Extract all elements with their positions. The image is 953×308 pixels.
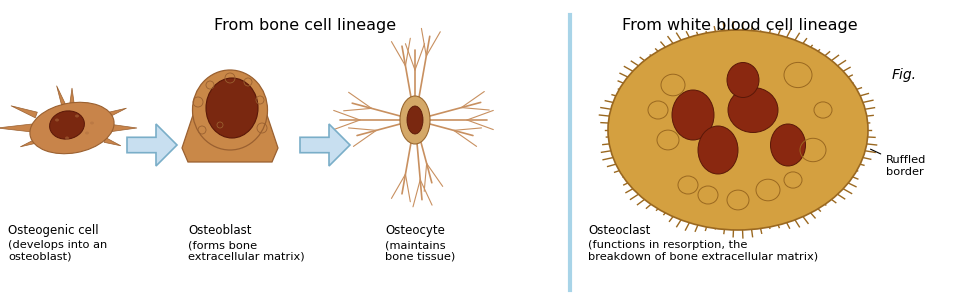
Ellipse shape: [75, 115, 79, 117]
Text: (maintains
bone tissue): (maintains bone tissue): [385, 240, 455, 261]
Polygon shape: [112, 124, 137, 132]
Ellipse shape: [698, 126, 738, 174]
Polygon shape: [0, 124, 32, 132]
Ellipse shape: [65, 136, 69, 140]
Polygon shape: [107, 108, 127, 117]
Ellipse shape: [727, 87, 778, 132]
Ellipse shape: [607, 30, 867, 230]
Text: Ruffled
border: Ruffled border: [869, 149, 925, 176]
Polygon shape: [56, 86, 65, 105]
Ellipse shape: [726, 63, 759, 98]
Text: Osteoblast: Osteoblast: [188, 224, 252, 237]
Ellipse shape: [671, 90, 713, 140]
Ellipse shape: [30, 102, 114, 154]
Ellipse shape: [206, 78, 257, 138]
Polygon shape: [20, 138, 40, 147]
Ellipse shape: [399, 96, 430, 144]
Text: From white blood cell lineage: From white blood cell lineage: [621, 18, 857, 33]
Ellipse shape: [407, 106, 422, 134]
Ellipse shape: [55, 119, 59, 121]
Ellipse shape: [90, 121, 94, 124]
Text: From bone cell lineage: From bone cell lineage: [213, 18, 395, 33]
Polygon shape: [127, 124, 177, 166]
Text: Osteoclast: Osteoclast: [587, 224, 650, 237]
Ellipse shape: [770, 124, 804, 166]
Text: (functions in resorption, the
breakdown of bone extracellular matrix): (functions in resorption, the breakdown …: [587, 240, 818, 261]
Text: Osteocyte: Osteocyte: [385, 224, 444, 237]
Polygon shape: [182, 115, 277, 162]
Text: (forms bone
extracellular matrix): (forms bone extracellular matrix): [188, 240, 304, 261]
Polygon shape: [70, 88, 74, 106]
Ellipse shape: [50, 111, 84, 139]
Polygon shape: [299, 124, 350, 166]
Text: Osteogenic cell: Osteogenic cell: [8, 224, 98, 237]
Ellipse shape: [193, 70, 267, 150]
Polygon shape: [10, 106, 37, 118]
Text: (develops into an
osteoblast): (develops into an osteoblast): [8, 240, 107, 261]
Text: Fig.: Fig.: [891, 68, 916, 82]
Polygon shape: [104, 138, 121, 146]
Ellipse shape: [85, 132, 89, 135]
